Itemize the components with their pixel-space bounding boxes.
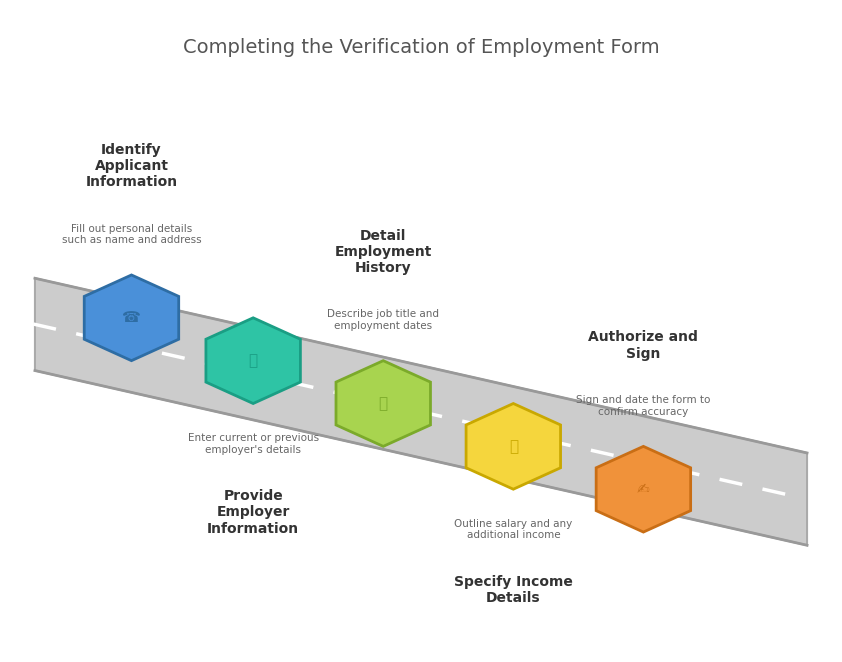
Text: Completing the Verification of Employment Form: Completing the Verification of Employmen… — [183, 38, 659, 57]
Polygon shape — [35, 278, 807, 545]
Text: Identify
Applicant
Information: Identify Applicant Information — [85, 143, 178, 189]
Polygon shape — [336, 361, 430, 446]
Polygon shape — [596, 446, 690, 532]
Polygon shape — [206, 318, 301, 404]
Text: Enter current or previous
employer's details: Enter current or previous employer's det… — [188, 433, 319, 455]
Text: Authorize and
Sign: Authorize and Sign — [589, 330, 698, 361]
Text: 📋: 📋 — [248, 353, 258, 368]
Text: 📈: 📈 — [509, 439, 518, 454]
Text: Outline salary and any
additional income: Outline salary and any additional income — [454, 519, 573, 540]
Text: 🔎: 🔎 — [379, 396, 388, 411]
Polygon shape — [84, 275, 179, 361]
Polygon shape — [466, 404, 561, 489]
Text: ✍: ✍ — [637, 482, 650, 496]
Text: Specify Income
Details: Specify Income Details — [454, 575, 573, 605]
Text: ☎: ☎ — [122, 310, 141, 325]
Text: Provide
Employer
Information: Provide Employer Information — [207, 489, 299, 536]
Text: Describe job title and
employment dates: Describe job title and employment dates — [328, 309, 440, 331]
Text: Detail
Employment
History: Detail Employment History — [334, 228, 432, 275]
Text: Fill out personal details
such as name and address: Fill out personal details such as name a… — [61, 224, 201, 246]
Text: Sign and date the form to
confirm accuracy: Sign and date the form to confirm accura… — [576, 395, 711, 416]
